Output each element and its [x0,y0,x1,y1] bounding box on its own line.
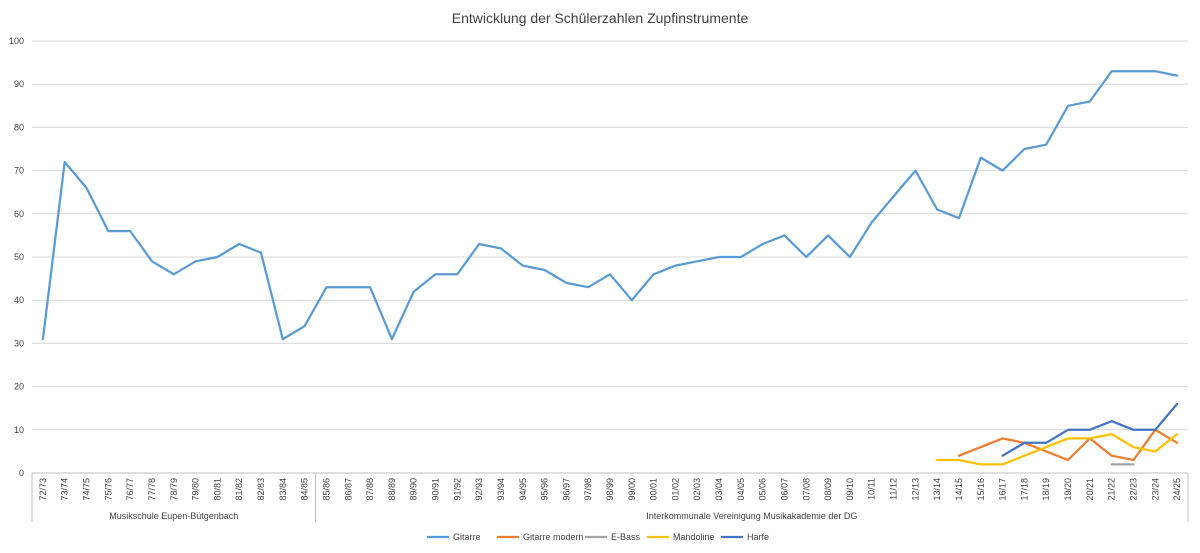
y-tick-label: 90 [14,79,24,89]
y-tick-label: 0 [19,468,24,478]
x-tick-label: 17/18 [1019,478,1029,501]
y-tick-label: 20 [14,382,24,392]
x-tick-label: 90/91 [431,478,441,501]
x-tick-label: 98/99 [605,478,615,501]
x-tick-label: 93/94 [496,478,506,501]
x-axis: 72/73 73/74 74/75 75/76 76/77 77/78 78/79 79/80… [31,472,1189,522]
x-tick-label: 08/09 [823,478,833,501]
y-tick-label: 60 [14,209,24,219]
x-tick-label: 76/77 [125,478,135,501]
legend-label: Gitarre [453,532,481,542]
series-line-mandoline [936,432,1179,466]
x-tick-label: 75/76 [103,478,113,501]
legend-label: E-Bass [611,532,641,542]
x-tick-label: 94/95 [518,478,528,501]
x-tick-label: 79/80 [191,478,201,501]
x-tick-label: 80/81 [212,478,222,501]
series-lines [41,70,1179,466]
x-tick-label: 04/05 [736,478,746,501]
x-tick-label: 83/84 [278,478,288,501]
series-line-gitarre-modern [957,428,1179,462]
legend-label: Mandoline [673,532,715,542]
y-tick-label: 80 [14,122,24,132]
x-tick-label: 99/00 [627,478,637,501]
series-line-harfe [1001,402,1179,457]
y-tick-label: 70 [14,166,24,176]
x-tick-label: 10/11 [867,478,877,500]
x-tick-label: 85/86 [321,478,331,501]
x-tick-label: 24/25 [1172,478,1182,501]
x-tick-label: 92/93 [474,478,484,501]
x-tick-label: 23/24 [1150,478,1160,501]
legend-label: Harfe [747,532,769,542]
x-tick-label: 14/15 [954,478,964,501]
x-tick-label: 06/07 [779,478,789,501]
x-tick-label: 91/92 [452,478,462,501]
x-tick-label: 78/79 [169,478,179,501]
x-tick-label: 95/96 [540,478,550,501]
x-tick-label: 07/08 [801,478,811,501]
gridlines [32,40,1188,431]
x-tick-label: 81/82 [234,478,244,501]
x-tick-label: 12/13 [910,478,920,501]
x-tick-label: 77/78 [147,478,157,501]
x-tick-label: 01/02 [670,478,680,501]
x-tick-label: 19/20 [1063,478,1073,501]
x-tick-label: 86/87 [343,478,353,501]
legend: Gitarre Gitarre modern E-Bass Mandoline Harf… [427,532,769,542]
x-tick-label: 21/22 [1107,478,1117,501]
x-tick-label: 02/03 [692,478,702,501]
chart-title: Entwicklung der Schülerzahlen Zupfinstru… [452,10,749,26]
y-axis-ticks: 0 10 20 30 40 50 60 70 80 90 100 [9,36,24,478]
y-tick-label: 40 [14,295,24,305]
x-tick-label: 11/12 [889,478,899,500]
legend-label: Gitarre modern [523,532,584,542]
x-tick-label: 88/89 [387,478,397,501]
group-label: Interkommunale Vereinigung Musikakademie… [646,511,857,521]
x-tick-label: 72/73 [38,478,48,501]
x-tick-label: 05/06 [758,478,768,501]
x-tick-label: 87/88 [365,478,375,501]
x-tick-label: 97/98 [583,478,593,501]
x-tick-label: 74/75 [82,478,92,501]
y-tick-label: 30 [14,338,24,348]
x-tick-label: 16/17 [998,478,1008,501]
group-label: Musikschule Eupen-Bütgenbach [109,511,238,521]
x-tick-label: 03/04 [714,478,724,501]
y-tick-label: 50 [14,252,24,262]
x-tick-label: 18/19 [1041,478,1051,501]
x-tick-label: 89/90 [409,478,419,501]
y-tick-label: 100 [9,36,24,46]
x-tick-label: 82/83 [256,478,266,501]
x-tick-label: 73/74 [60,478,70,501]
x-tick-label: 84/85 [300,478,310,501]
x-tick-label: 96/97 [561,478,571,501]
x-tick-label: 22/23 [1128,478,1138,501]
y-tick-label: 10 [14,425,24,435]
series-line-gitarre [41,70,1179,341]
x-tick-label: 00/01 [649,478,659,501]
x-tick-label: 20/21 [1085,478,1095,501]
x-tick-label: 15/16 [976,478,986,501]
x-tick-label: 09/10 [845,478,855,501]
x-tick-label: 13/14 [932,478,942,501]
